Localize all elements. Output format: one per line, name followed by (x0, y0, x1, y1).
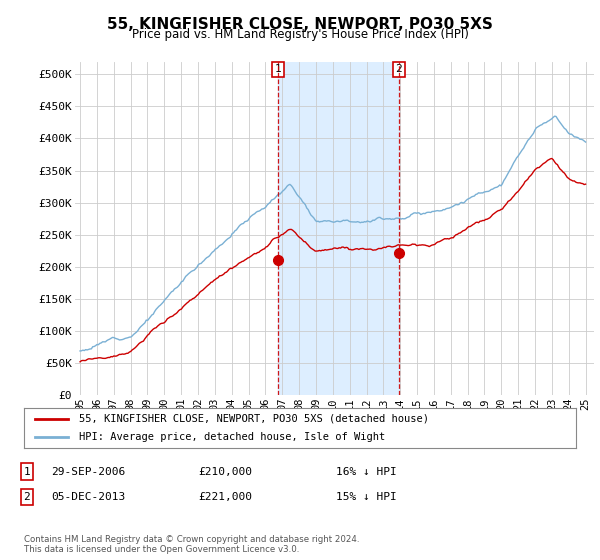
Text: 29-SEP-2006: 29-SEP-2006 (51, 466, 125, 477)
Bar (278, 62, 399, 395)
Text: £221,000: £221,000 (198, 492, 252, 502)
Text: 1: 1 (275, 64, 281, 74)
Text: HPI: Average price, detached house, Isle of Wight: HPI: Average price, detached house, Isle… (79, 432, 385, 442)
Text: 2: 2 (395, 64, 402, 74)
Text: £210,000: £210,000 (198, 466, 252, 477)
Text: 15% ↓ HPI: 15% ↓ HPI (336, 492, 397, 502)
Text: 55, KINGFISHER CLOSE, NEWPORT, PO30 5XS (detached house): 55, KINGFISHER CLOSE, NEWPORT, PO30 5XS … (79, 414, 429, 423)
Text: 05-DEC-2013: 05-DEC-2013 (51, 492, 125, 502)
Text: Price paid vs. HM Land Registry's House Price Index (HPI): Price paid vs. HM Land Registry's House … (131, 28, 469, 41)
Text: 55, KINGFISHER CLOSE, NEWPORT, PO30 5XS: 55, KINGFISHER CLOSE, NEWPORT, PO30 5XS (107, 17, 493, 32)
Text: 16% ↓ HPI: 16% ↓ HPI (336, 466, 397, 477)
Text: 2: 2 (23, 492, 31, 502)
Text: 1: 1 (23, 466, 31, 477)
Text: Contains HM Land Registry data © Crown copyright and database right 2024.
This d: Contains HM Land Registry data © Crown c… (24, 535, 359, 554)
